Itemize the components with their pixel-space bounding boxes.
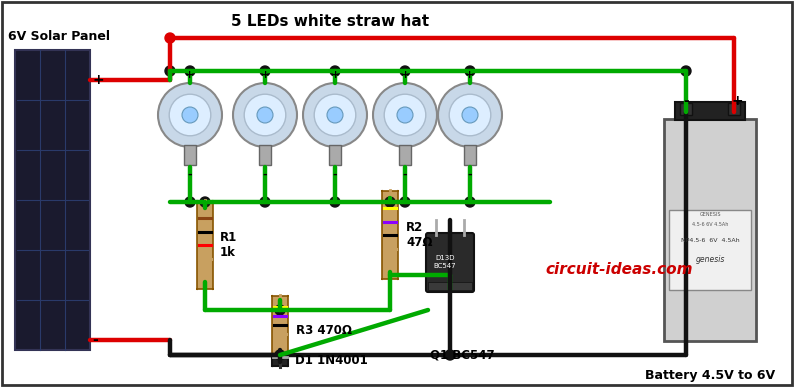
Circle shape	[462, 107, 478, 123]
FancyBboxPatch shape	[664, 119, 756, 341]
Text: circuit-ideas.com: circuit-ideas.com	[545, 262, 692, 277]
Text: +: +	[400, 70, 410, 80]
Circle shape	[169, 94, 210, 136]
Circle shape	[397, 107, 413, 123]
Circle shape	[385, 197, 395, 207]
Circle shape	[400, 66, 410, 76]
FancyBboxPatch shape	[15, 50, 90, 350]
Text: 6V Solar Panel: 6V Solar Panel	[8, 30, 110, 43]
Circle shape	[185, 197, 195, 207]
Text: +: +	[465, 70, 475, 80]
Text: Battery 4.5V to 6V: Battery 4.5V to 6V	[645, 368, 775, 382]
Circle shape	[465, 66, 475, 76]
Text: NP4.5-6  6V  4.5Ah: NP4.5-6 6V 4.5Ah	[680, 238, 739, 243]
Text: +: +	[92, 73, 104, 87]
Text: -: -	[468, 170, 472, 180]
Text: R2
47Ω: R2 47Ω	[406, 221, 433, 249]
Circle shape	[314, 94, 356, 136]
Circle shape	[165, 66, 175, 76]
Circle shape	[275, 350, 285, 360]
Circle shape	[185, 66, 195, 76]
FancyBboxPatch shape	[382, 190, 398, 280]
Circle shape	[438, 83, 502, 147]
Circle shape	[327, 107, 343, 123]
Circle shape	[260, 66, 270, 76]
Bar	[329, 145, 341, 165]
Text: R3 470Ω: R3 470Ω	[296, 324, 352, 337]
Circle shape	[330, 66, 340, 76]
Text: +: +	[330, 70, 340, 80]
FancyBboxPatch shape	[272, 355, 288, 367]
Bar	[428, 282, 472, 290]
Circle shape	[445, 350, 455, 360]
Circle shape	[681, 66, 691, 76]
Text: +: +	[731, 94, 743, 108]
Bar	[464, 145, 476, 165]
Circle shape	[275, 305, 285, 315]
Circle shape	[158, 83, 222, 147]
FancyBboxPatch shape	[272, 295, 288, 355]
Text: +: +	[185, 70, 195, 80]
Text: D13D
BC547: D13D BC547	[434, 255, 457, 269]
Text: 4.5-6 6V 4.5Ah: 4.5-6 6V 4.5Ah	[692, 223, 728, 228]
Text: -: -	[333, 170, 337, 180]
Bar	[728, 103, 740, 115]
Circle shape	[260, 197, 270, 207]
Text: R1
1k: R1 1k	[220, 231, 237, 259]
Text: genesis: genesis	[696, 255, 725, 264]
FancyBboxPatch shape	[426, 233, 474, 292]
Circle shape	[303, 83, 367, 147]
Circle shape	[449, 94, 491, 136]
Text: -: -	[263, 170, 268, 180]
Text: GENESIS: GENESIS	[700, 212, 721, 217]
Circle shape	[257, 107, 273, 123]
Bar	[259, 145, 271, 165]
Text: +: +	[260, 70, 270, 80]
Circle shape	[465, 197, 475, 207]
Circle shape	[233, 83, 297, 147]
Text: -: -	[187, 170, 192, 180]
Text: Q1 BC547: Q1 BC547	[430, 349, 495, 361]
Text: D1 1N4001: D1 1N4001	[295, 354, 368, 368]
Text: -: -	[683, 94, 689, 108]
FancyBboxPatch shape	[669, 210, 751, 290]
Bar	[184, 145, 196, 165]
FancyBboxPatch shape	[197, 200, 213, 290]
Circle shape	[200, 197, 210, 207]
Circle shape	[245, 94, 286, 136]
Bar	[680, 103, 692, 115]
Circle shape	[373, 83, 437, 147]
Text: -: -	[403, 170, 407, 180]
Bar	[399, 145, 411, 165]
Circle shape	[384, 94, 426, 136]
Text: 5 LEDs white straw hat: 5 LEDs white straw hat	[231, 14, 429, 29]
FancyBboxPatch shape	[675, 102, 745, 120]
Circle shape	[182, 107, 198, 123]
Text: -: -	[92, 333, 98, 347]
Circle shape	[400, 197, 410, 207]
Circle shape	[165, 33, 175, 43]
Circle shape	[330, 197, 340, 207]
